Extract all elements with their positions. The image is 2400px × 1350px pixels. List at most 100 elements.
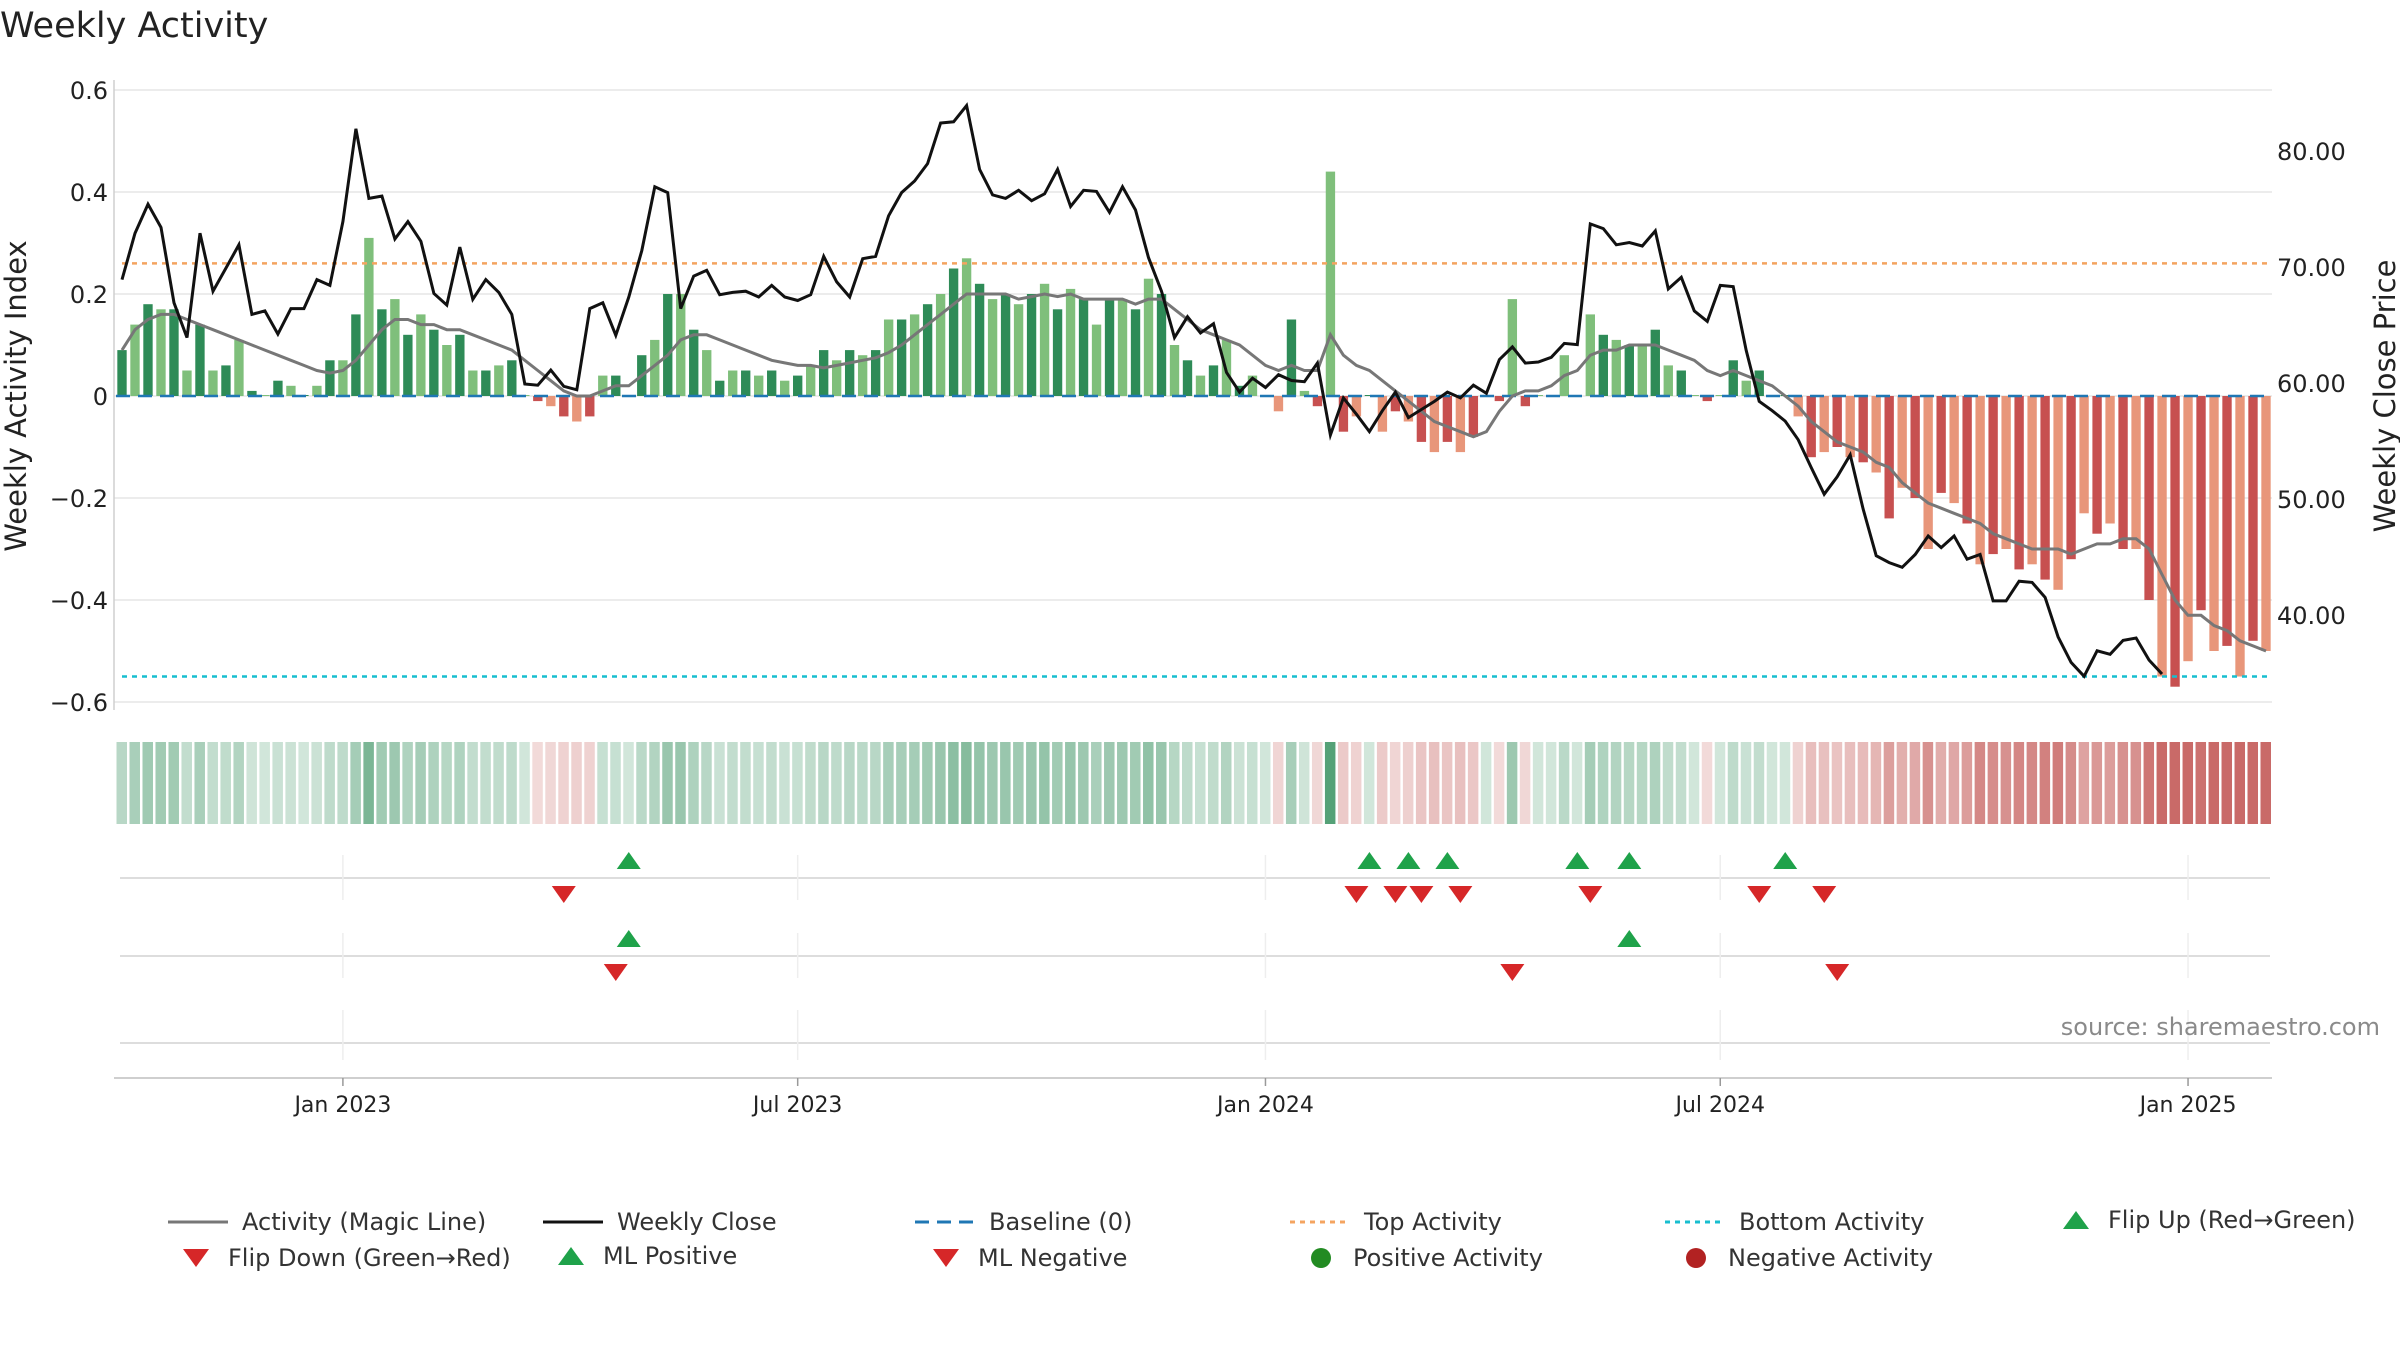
activity-bar [857, 355, 868, 396]
heat-cell [1883, 742, 1895, 824]
activity-bar [130, 324, 140, 396]
activity-bar [1676, 370, 1686, 396]
activity-bar [2079, 396, 2089, 514]
activity-bar [2118, 396, 2128, 549]
heat-cell [714, 742, 725, 824]
activity-bar [1650, 329, 1660, 396]
heat-cell [948, 742, 959, 824]
activity-bar [870, 350, 881, 396]
activity-bar [598, 375, 608, 396]
activity-bar [1936, 396, 1946, 493]
heat-cell [831, 742, 842, 824]
activity-bar [208, 370, 218, 396]
heat-cell [2052, 742, 2064, 824]
heat-cell [181, 742, 192, 824]
heat-cell [636, 742, 647, 824]
activity-bar [481, 370, 491, 396]
activity-bar [896, 319, 907, 396]
activity-bar [390, 299, 400, 396]
heat-cell [324, 742, 335, 824]
activity-bar [1000, 294, 1011, 396]
activity-bar [286, 385, 296, 396]
activity-bar [442, 345, 452, 396]
activity-bar [1351, 396, 1362, 417]
heat-cell [1156, 742, 1167, 824]
x-tick-label: Jul 2024 [1673, 1093, 1765, 1118]
activity-bar [1247, 375, 1258, 396]
heat-cell [272, 742, 283, 824]
y-tick-label: −0.6 [50, 689, 108, 717]
activity-bar [1754, 370, 1764, 396]
heat-cell [1207, 742, 1219, 824]
heat-cell [311, 742, 322, 824]
activity-bar [1663, 365, 1673, 396]
heat-cell [1961, 742, 1973, 824]
heat-cell [1623, 742, 1635, 824]
heat-cell [1143, 742, 1154, 824]
heat-cell [467, 742, 478, 824]
activity-bar [728, 370, 738, 396]
activity-bar [221, 365, 231, 396]
heat-cell [1104, 742, 1115, 824]
heat-cell [1870, 742, 1882, 824]
activity-bar [1208, 365, 1219, 396]
heat-cell [870, 742, 881, 824]
heat-cell [1376, 742, 1388, 824]
activity-bar [2248, 396, 2258, 641]
heat-cell [428, 742, 439, 824]
x-tick-label: Jan 2023 [292, 1093, 391, 1118]
activity-bar [2053, 396, 2063, 590]
activity-bar [961, 258, 972, 396]
activity-bar [1858, 396, 1868, 463]
activity-bar [1897, 396, 1907, 488]
activity-bar [754, 375, 764, 396]
y2-tick-label: 50.00 [2277, 486, 2346, 514]
heat-cell [740, 742, 751, 824]
activity-bar [935, 294, 946, 396]
heat-cell [116, 742, 127, 824]
activity-bar [1624, 345, 1634, 396]
legend-item-flip-up: Flip Up (Red→Green) [2058, 1206, 2356, 1234]
heat-cell [1428, 742, 1440, 824]
activity-bar [416, 314, 426, 396]
activity-bar [793, 375, 803, 396]
activity-bar [364, 237, 374, 396]
heat-cell [1220, 742, 1232, 824]
heat-cell [1753, 742, 1765, 824]
activity-bar [169, 309, 179, 396]
activity-bar [1078, 299, 1089, 396]
flip-down-marker [551, 886, 576, 903]
heat-cell [259, 742, 270, 824]
heat-cell [1740, 742, 1752, 824]
ml-negative-marker [1825, 964, 1850, 981]
heat-cell [701, 742, 712, 824]
heat-cell [1545, 742, 1557, 824]
activity-bar [572, 396, 582, 422]
flip-down-marker [1747, 886, 1772, 903]
activity-bar [883, 319, 894, 396]
y2-tick-label: 80.00 [2277, 138, 2346, 166]
activity-bar [1819, 396, 1829, 453]
activity-bar [948, 268, 959, 396]
heat-cell [129, 742, 140, 824]
activity-bar [234, 339, 244, 396]
activity-bar [1468, 396, 1479, 437]
heat-cell [2078, 742, 2090, 824]
heat-cell [935, 742, 946, 824]
activity-bar [1286, 319, 1297, 396]
activity-bar [429, 329, 439, 396]
activity-bar [1299, 390, 1310, 396]
heat-cell [1311, 742, 1323, 824]
heat-cell [155, 742, 166, 824]
heat-cell [1519, 742, 1531, 824]
heat-cell [805, 742, 816, 824]
activity-bar [1741, 380, 1751, 396]
activity-bar [1416, 396, 1427, 442]
heat-cell [1584, 742, 1596, 824]
heat-cell [909, 742, 920, 824]
y-tick-label: −0.4 [50, 587, 108, 615]
activity-bar [1182, 360, 1193, 396]
heat-cell [1013, 742, 1024, 824]
activity-bar [974, 283, 985, 396]
activity-bar [1091, 324, 1102, 396]
